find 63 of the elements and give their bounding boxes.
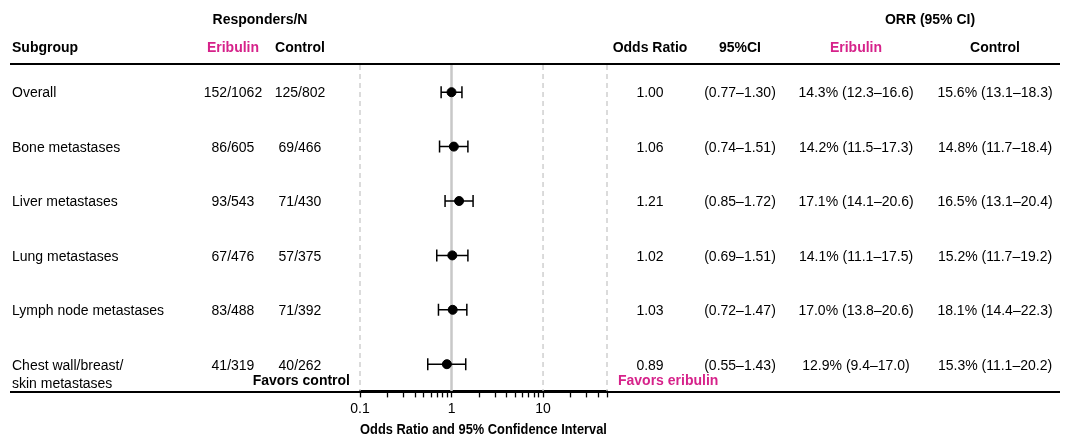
text: 18.1% (14.4–22.3): [937, 301, 1053, 320]
text: Lung metastases: [12, 246, 119, 265]
x-axis-title: Odds Ratio and 95% Confidence Interval: [360, 421, 607, 438]
text: 69/466: [278, 137, 322, 156]
x-tick-label: 10: [535, 399, 552, 416]
text: 1.03: [636, 301, 664, 320]
text: 95%CI: [718, 38, 762, 56]
text: 1.00: [636, 83, 664, 102]
text: 40/262: [278, 355, 322, 374]
text: (0.85–1.72): [704, 192, 776, 211]
text: 15.2% (11.7–19.2): [937, 246, 1053, 265]
point: [441, 359, 452, 370]
text: (0.55–1.43): [704, 355, 776, 374]
text: 71/430: [278, 192, 322, 211]
text: 17.1% (14.1–20.6): [798, 192, 914, 211]
text: 14.1% (11.1–17.5): [798, 246, 914, 265]
text: Control: [275, 38, 325, 56]
text: 14.2% (11.5–17.3): [798, 137, 914, 156]
text: 14.8% (11.7–18.4): [937, 137, 1053, 156]
text: (0.74–1.51): [704, 137, 776, 156]
text: Odds Ratio: [612, 38, 688, 56]
text: Responders/N: [212, 10, 308, 28]
text: 93/543: [211, 192, 255, 211]
text: 41/319: [211, 355, 255, 374]
text: Subgroup: [12, 38, 79, 56]
text: 15.3% (11.1–20.2): [937, 355, 1053, 374]
text: Eribulin: [829, 38, 883, 56]
text: 12.9% (9.4–17.0): [802, 355, 910, 374]
text: Chest wall/breast/ skin metastases: [12, 355, 124, 392]
x-tick-label: 0.1: [350, 399, 370, 416]
text: Overall: [12, 83, 57, 102]
text: 67/476: [211, 246, 255, 265]
text: 83/488: [211, 301, 255, 320]
point: [448, 141, 459, 152]
text: Lymph node metastases: [12, 301, 165, 320]
text: 152/1062: [203, 83, 263, 102]
text: 1.06: [636, 137, 664, 156]
text: Bone metastases: [12, 137, 121, 156]
text: 125/802: [274, 83, 326, 102]
text: Favors eribulin: [618, 372, 719, 389]
text: 17.0% (13.8–20.6): [798, 301, 914, 320]
point: [447, 304, 458, 315]
text: Eribulin: [206, 38, 260, 56]
point: [454, 196, 465, 206]
text: (0.77–1.30): [704, 83, 776, 102]
text: 1.21: [636, 192, 664, 211]
text: Liver metastases: [12, 192, 118, 211]
x-tick-label: 1: [447, 399, 456, 416]
text: 1.02: [636, 246, 664, 265]
text: 16.5% (13.1–20.4): [937, 192, 1053, 211]
text: Favors control: [252, 372, 350, 389]
text: 15.6% (13.1–18.3): [937, 83, 1053, 102]
text: 86/605: [211, 137, 255, 156]
text: 0.89: [636, 355, 664, 374]
text: 71/392: [278, 301, 322, 320]
text: 57/375: [278, 246, 322, 265]
point: [447, 250, 458, 261]
text: ORR (95% CI): [884, 10, 976, 28]
text: (0.69–1.51): [704, 246, 776, 265]
point: [446, 87, 457, 98]
text: (0.72–1.47): [704, 301, 776, 320]
text: Control: [970, 38, 1020, 56]
text: 14.3% (12.3–16.6): [798, 83, 914, 102]
